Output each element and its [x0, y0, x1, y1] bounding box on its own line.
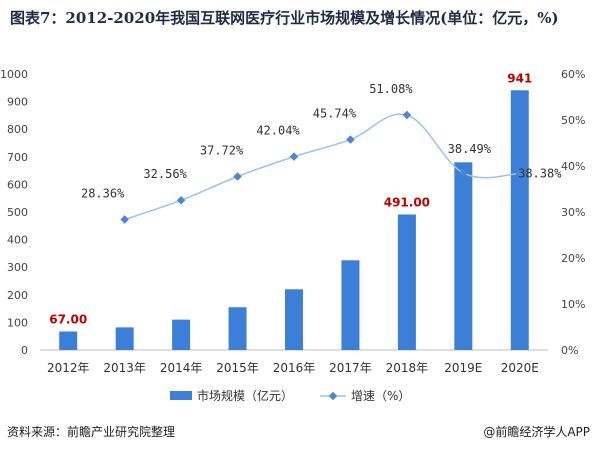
source-note: 资料来源：前瞻产业研究院整理	[7, 425, 176, 439]
x-tick-label: 2013年	[103, 361, 146, 375]
line-point	[289, 152, 299, 161]
chart-title: 图表7：2012-2020年我国互联网医疗行业市场规模及增长情况(单位：亿元，%…	[10, 9, 559, 27]
bar	[454, 162, 473, 350]
legend-swatch-bar	[170, 391, 192, 400]
bars-layer	[59, 90, 529, 350]
bar	[341, 260, 360, 350]
y-right-tick-label: 50%	[561, 114, 585, 127]
y-left-tick-label: 200	[7, 289, 28, 302]
line-point	[176, 195, 186, 205]
x-tick-label: 2014年	[160, 361, 203, 375]
line-data-label: 51.08%	[369, 82, 413, 96]
y-left-tick-label: 300	[7, 261, 28, 274]
axes-layer: 0 100 200 300 400 500 600 700 800 900 1000 0% 10% 20%…	[0, 68, 585, 375]
x-tick-label: 2012年	[47, 361, 90, 375]
y-left-tick-label: 800	[7, 123, 28, 136]
y-right-tick-label: 30%	[561, 206, 585, 219]
x-tick-label: 2019E	[444, 361, 482, 375]
bar-data-label: 67.00	[49, 313, 87, 327]
bar	[228, 307, 247, 350]
line-data-label: 38.38%	[518, 166, 562, 180]
line-data-label: 38.49%	[448, 142, 492, 156]
bar-data-label: 491.00	[384, 195, 430, 209]
bar	[285, 289, 303, 350]
y-left-tick-label: 900	[7, 96, 28, 109]
x-tick-label: 2015年	[216, 361, 259, 375]
x-tick-label: 2017年	[329, 361, 372, 375]
growth-line	[124, 113, 520, 221]
y-left-tick-label: 600	[7, 178, 28, 191]
brand-credit: @前瞻经济学人APP	[483, 425, 590, 439]
bar	[59, 331, 78, 350]
y-left-tick-label: 700	[7, 151, 28, 164]
bar-data-label: 941	[507, 71, 532, 85]
y-right-tick-label: 40%	[561, 160, 585, 173]
line-point	[459, 168, 468, 178]
y-left-tick-label: 0	[21, 344, 28, 357]
line-data-label: 32.56%	[143, 167, 187, 181]
y-right-tick-label: 10%	[561, 298, 585, 311]
line-data-label: 28.36%	[81, 187, 125, 201]
legend-marker-line	[328, 391, 338, 401]
x-tick-label: 2018年	[386, 361, 429, 375]
bar	[115, 327, 134, 350]
x-tick-label: 2020E	[501, 361, 539, 375]
y-right-tick-label: 0%	[561, 344, 578, 357]
line-data-label: 45.74%	[313, 107, 357, 121]
y-right-tick-label: 20%	[561, 252, 585, 265]
line-point	[120, 215, 129, 224]
y-left-tick-label: 500	[7, 206, 28, 219]
y-left-tick-label: 400	[7, 234, 28, 247]
bar	[510, 90, 529, 350]
line-point	[402, 110, 412, 120]
line-data-label: 37.72%	[200, 143, 244, 157]
line-point	[233, 172, 242, 181]
bar	[172, 319, 191, 350]
bar	[397, 214, 416, 350]
legend-label-line: 增速（%）	[351, 389, 410, 403]
y-left-tick-label: 1000	[0, 68, 28, 81]
line-data-label: 42.04%	[256, 124, 300, 138]
legend: 市场规模（亿元） 增速（%）	[170, 388, 410, 403]
y-left-tick-label: 100	[7, 316, 28, 329]
line-layer	[120, 110, 525, 224]
line-point	[346, 135, 355, 144]
x-tick-label: 2016年	[273, 361, 316, 375]
labels-layer: 28.36% 32.56% 37.72% 42.04% 45.74% 51.08% 38.4…	[49, 71, 562, 326]
y-right-tick-label: 60%	[561, 68, 585, 81]
legend-label-bar: 市场规模（亿元）	[197, 388, 293, 403]
